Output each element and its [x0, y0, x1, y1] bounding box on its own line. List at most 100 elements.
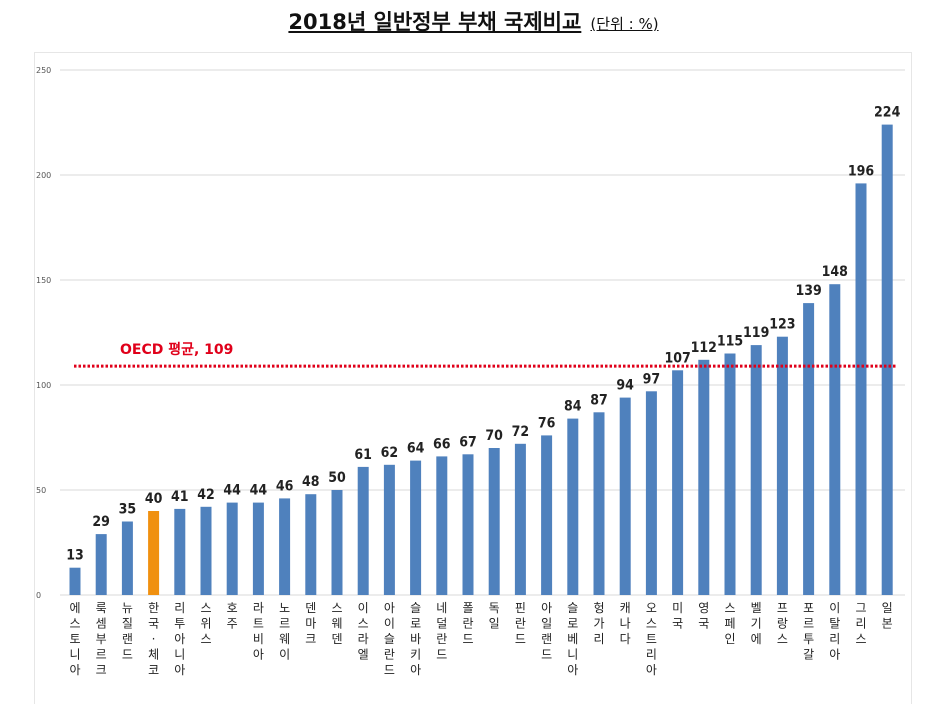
bar-21 — [619, 397, 631, 595]
category-label-char: 트 — [646, 632, 657, 646]
bar-2 — [121, 521, 133, 595]
chart-title: 2018년 일반정부 부채 국제비교 (단위 : %) — [0, 6, 947, 36]
data-label-19: 84 — [564, 399, 582, 415]
category-label-char: 뉴 — [122, 601, 133, 615]
data-label-14: 66 — [433, 436, 451, 452]
category-label-char: 폴 — [462, 601, 473, 615]
category-label-char: 다 — [620, 632, 631, 646]
category-label-char: 스 — [200, 601, 211, 615]
category-label-char: 한 — [148, 601, 159, 615]
bar-8 — [279, 498, 291, 595]
category-label-char: 마 — [305, 617, 316, 631]
category-label-char: 르 — [803, 617, 814, 631]
category-label-char: 아 — [410, 663, 421, 677]
category-label-char: 주 — [227, 617, 238, 631]
category-label-char: 에 — [751, 632, 762, 646]
category-label-char: 투 — [174, 617, 185, 631]
category-label-char: 슬 — [567, 601, 578, 615]
category-label-char: 아 — [384, 601, 395, 615]
category-label-char: 란 — [384, 648, 395, 662]
data-label-30: 196 — [848, 163, 875, 179]
data-label-11: 61 — [354, 447, 372, 463]
data-label-7: 44 — [250, 483, 268, 499]
bar-28 — [803, 303, 815, 595]
data-label-21: 94 — [616, 378, 634, 394]
data-label-16: 70 — [485, 428, 503, 444]
bar-23 — [672, 370, 684, 595]
category-label-char: 이 — [829, 601, 840, 615]
category-label-char: 드 — [462, 632, 473, 646]
category-label-char: 갈 — [803, 648, 814, 662]
category-label-char: 아 — [69, 663, 80, 677]
y-tick-label-200: 200 — [36, 171, 51, 180]
data-label-29: 148 — [822, 264, 848, 280]
bar-14 — [436, 456, 448, 595]
category-label-char: 르 — [279, 617, 290, 631]
category-label-char: 헝 — [593, 601, 604, 615]
data-label-2: 35 — [119, 502, 137, 518]
category-label-char: 드 — [541, 648, 552, 662]
data-label-23: 107 — [664, 350, 690, 366]
category-label-char: 기 — [751, 617, 762, 631]
category-label-char: 랑 — [777, 617, 788, 631]
data-label-17: 72 — [512, 424, 530, 440]
category-label-char: 포 — [803, 601, 814, 615]
category-label-char: 덜 — [436, 617, 447, 631]
category-label-char: 본 — [882, 617, 893, 631]
bar-30 — [855, 183, 867, 595]
data-label-26: 119 — [743, 325, 769, 341]
category-label-char: 핀 — [515, 601, 526, 615]
bar-31 — [881, 124, 893, 595]
category-label-char: 베 — [567, 632, 578, 646]
y-tick-label-0: 0 — [36, 591, 41, 600]
category-label-char: 라 — [358, 632, 369, 646]
category-label-char: 리 — [593, 632, 604, 646]
category-label-char: 코 — [148, 663, 159, 677]
category-label-char: 이 — [384, 617, 395, 631]
category-label-char: 랜 — [122, 632, 133, 646]
bar-29 — [829, 284, 841, 595]
data-label-25: 115 — [717, 334, 743, 350]
category-label-char: 이 — [279, 648, 290, 662]
bar-18 — [541, 435, 553, 595]
data-label-1: 29 — [92, 514, 110, 530]
y-tick-label-150: 150 — [36, 276, 51, 285]
category-label-char: 질 — [122, 617, 133, 631]
category-label-char: 르 — [96, 648, 107, 662]
category-label-char: 아 — [174, 663, 185, 677]
category-label-char: 국 — [698, 617, 709, 631]
category-label-char: 리 — [646, 648, 657, 662]
category-label-char: 드 — [122, 648, 133, 662]
category-label-char: 스 — [646, 617, 657, 631]
category-label-char: 아 — [646, 663, 657, 677]
category-label-char: · — [152, 632, 156, 646]
bar-0 — [69, 567, 81, 595]
category-label-char: 비 — [253, 632, 264, 646]
category-label-char: 리 — [174, 601, 185, 615]
bar-27 — [776, 336, 788, 595]
bar-7 — [252, 502, 264, 595]
category-label-char: 니 — [69, 648, 80, 662]
category-label-3: 한 국 · 체 코 — [148, 601, 159, 677]
bar-24 — [698, 359, 710, 595]
category-label-char: 국 — [148, 617, 159, 631]
category-label-char: 트 — [253, 617, 264, 631]
bar-9 — [305, 494, 317, 595]
category-label-char: 스 — [69, 617, 80, 631]
category-label-char: 아 — [174, 632, 185, 646]
bar-13 — [410, 460, 422, 595]
